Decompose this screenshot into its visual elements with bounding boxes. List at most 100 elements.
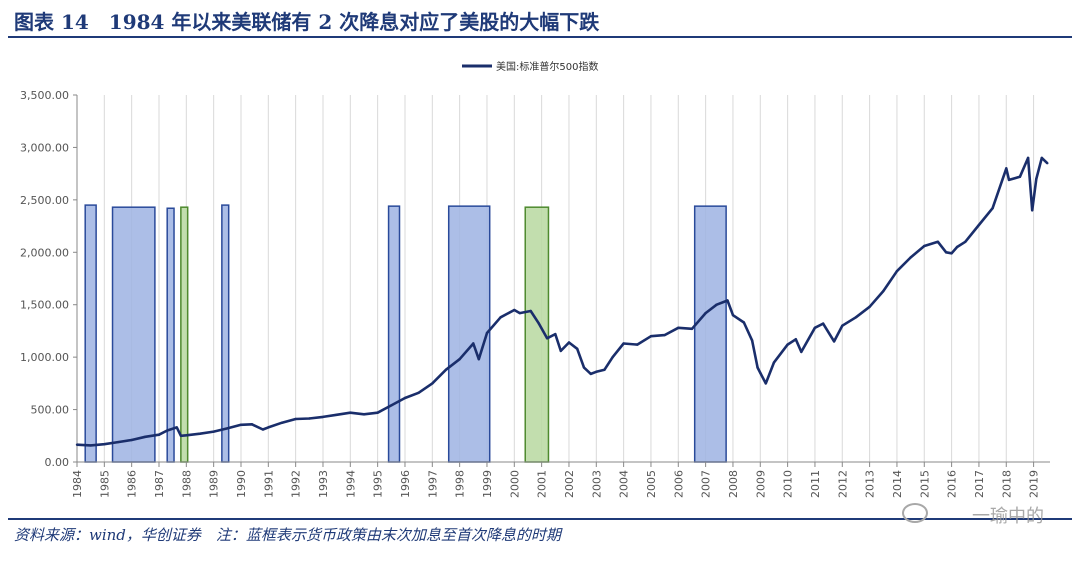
data-point	[882, 289, 885, 293]
data-point	[166, 429, 169, 432]
data-point	[813, 326, 817, 329]
data-point	[537, 322, 541, 325]
data-point	[499, 316, 502, 319]
data-point	[1005, 167, 1008, 170]
data-point	[431, 382, 434, 385]
data-point	[567, 341, 571, 344]
data-point	[677, 326, 680, 329]
x-tick-label: 2001	[536, 470, 549, 498]
x-tick-label: 2010	[782, 470, 795, 498]
footer-rule	[8, 518, 1072, 520]
data-point	[595, 370, 598, 373]
data-point	[841, 324, 844, 327]
data-point	[742, 321, 746, 324]
x-tick-label: 1986	[126, 470, 139, 498]
blue-policy-box	[166, 207, 175, 463]
data-point	[964, 240, 967, 243]
data-point	[198, 432, 202, 435]
y-tick-labels: 0.00 500.00 1,000.00 1,500.00 2,000.00 2,500.…	[20, 89, 69, 469]
data-point	[458, 358, 461, 361]
data-point	[390, 404, 393, 407]
data-point	[1007, 178, 1011, 182]
blue-policy-box	[221, 204, 230, 463]
data-point	[622, 342, 625, 345]
data-point	[239, 423, 243, 426]
data-point	[103, 443, 106, 446]
data-point	[715, 303, 718, 306]
data-point	[759, 371, 762, 375]
sp500-line-chart: 0.00 500.00 1,000.00 1,500.00 2,000.00 2,500.…	[20, 60, 1050, 498]
data-point	[582, 366, 586, 369]
blue-policy-box	[387, 205, 401, 463]
y-tick-label: 1,000.00	[20, 351, 69, 364]
y-tick-label: 2,500.00	[20, 194, 69, 207]
data-point	[554, 332, 557, 336]
x-tick-label: 1998	[454, 470, 467, 498]
data-point	[1031, 209, 1034, 212]
x-tick-label: 1989	[208, 470, 221, 498]
x-tick-label: 1996	[399, 470, 412, 498]
data-point	[636, 343, 639, 346]
title-rule	[8, 36, 1072, 38]
data-point	[116, 440, 120, 444]
data-point	[772, 361, 776, 364]
x-tick-label: 1993	[317, 470, 330, 498]
x-tick-label: 1988	[180, 470, 193, 498]
data-point	[267, 426, 270, 429]
x-tick-label: 2003	[590, 470, 603, 498]
x-tick-label: 1984	[71, 470, 84, 498]
sp500-series-line	[76, 156, 1049, 447]
data-point	[750, 339, 754, 342]
data-point	[756, 366, 759, 369]
data-point	[832, 340, 836, 343]
data-point	[157, 433, 161, 436]
data-point	[663, 333, 666, 337]
x-tick-label: 2014	[891, 470, 904, 498]
x-tick-label: 1985	[98, 470, 111, 498]
data-point	[250, 423, 254, 426]
x-tick-label: 2015	[918, 470, 931, 498]
y-tick-label: 3,000.00	[20, 141, 69, 154]
x-tick-label: 1994	[344, 470, 357, 498]
data-point	[1040, 156, 1044, 160]
blue-policy-box	[111, 206, 156, 463]
data-point	[704, 311, 707, 315]
data-point	[280, 421, 284, 424]
y-tick-label: 3,500.00	[20, 89, 69, 102]
data-point	[1026, 156, 1030, 160]
data-point	[800, 350, 803, 354]
x-tick-label: 2005	[645, 470, 658, 498]
green-policy-box	[180, 206, 189, 463]
x-tick-labels: 1984 1985 1986 1987 1988 1989 1990 1991 1992 1993…	[71, 470, 1041, 498]
x-tick-label: 1987	[153, 470, 166, 498]
data-point	[403, 396, 407, 400]
data-point	[690, 327, 694, 330]
series-layer	[75, 156, 1049, 447]
data-point	[603, 368, 606, 371]
policy-period-boxes	[84, 204, 727, 463]
data-point	[589, 372, 592, 376]
data-point	[362, 413, 366, 416]
x-tick-label: 2018	[1000, 470, 1013, 498]
data-point	[349, 411, 352, 414]
data-point	[794, 338, 797, 341]
x-tick-label: 2006	[672, 470, 685, 498]
wechat-icon	[902, 503, 928, 523]
source-note: 资料来源：wind，华创证券 注：蓝框表示货币政策由末次加息至首次降息的时期	[14, 526, 561, 544]
data-point	[226, 427, 229, 430]
y-tick-label: 2,000.00	[20, 246, 69, 259]
data-point	[1018, 175, 1022, 178]
data-point	[559, 349, 562, 353]
legend: 美国:标准普尔500指数	[462, 60, 598, 73]
data-point	[130, 438, 133, 442]
x-tick-label: 2000	[508, 470, 521, 498]
x-tick-label: 2011	[809, 470, 822, 498]
data-point	[144, 435, 147, 438]
data-point	[261, 428, 265, 431]
x-tick-label: 1999	[481, 470, 494, 498]
data-point	[529, 309, 532, 313]
chart-title: 图表 14 1984 年以来美联储有 2 次降息对应了美股的大幅下跌	[14, 10, 600, 34]
x-tick-label: 2008	[727, 470, 740, 498]
data-point	[977, 223, 981, 227]
vertical-gridlines	[76, 95, 1035, 462]
